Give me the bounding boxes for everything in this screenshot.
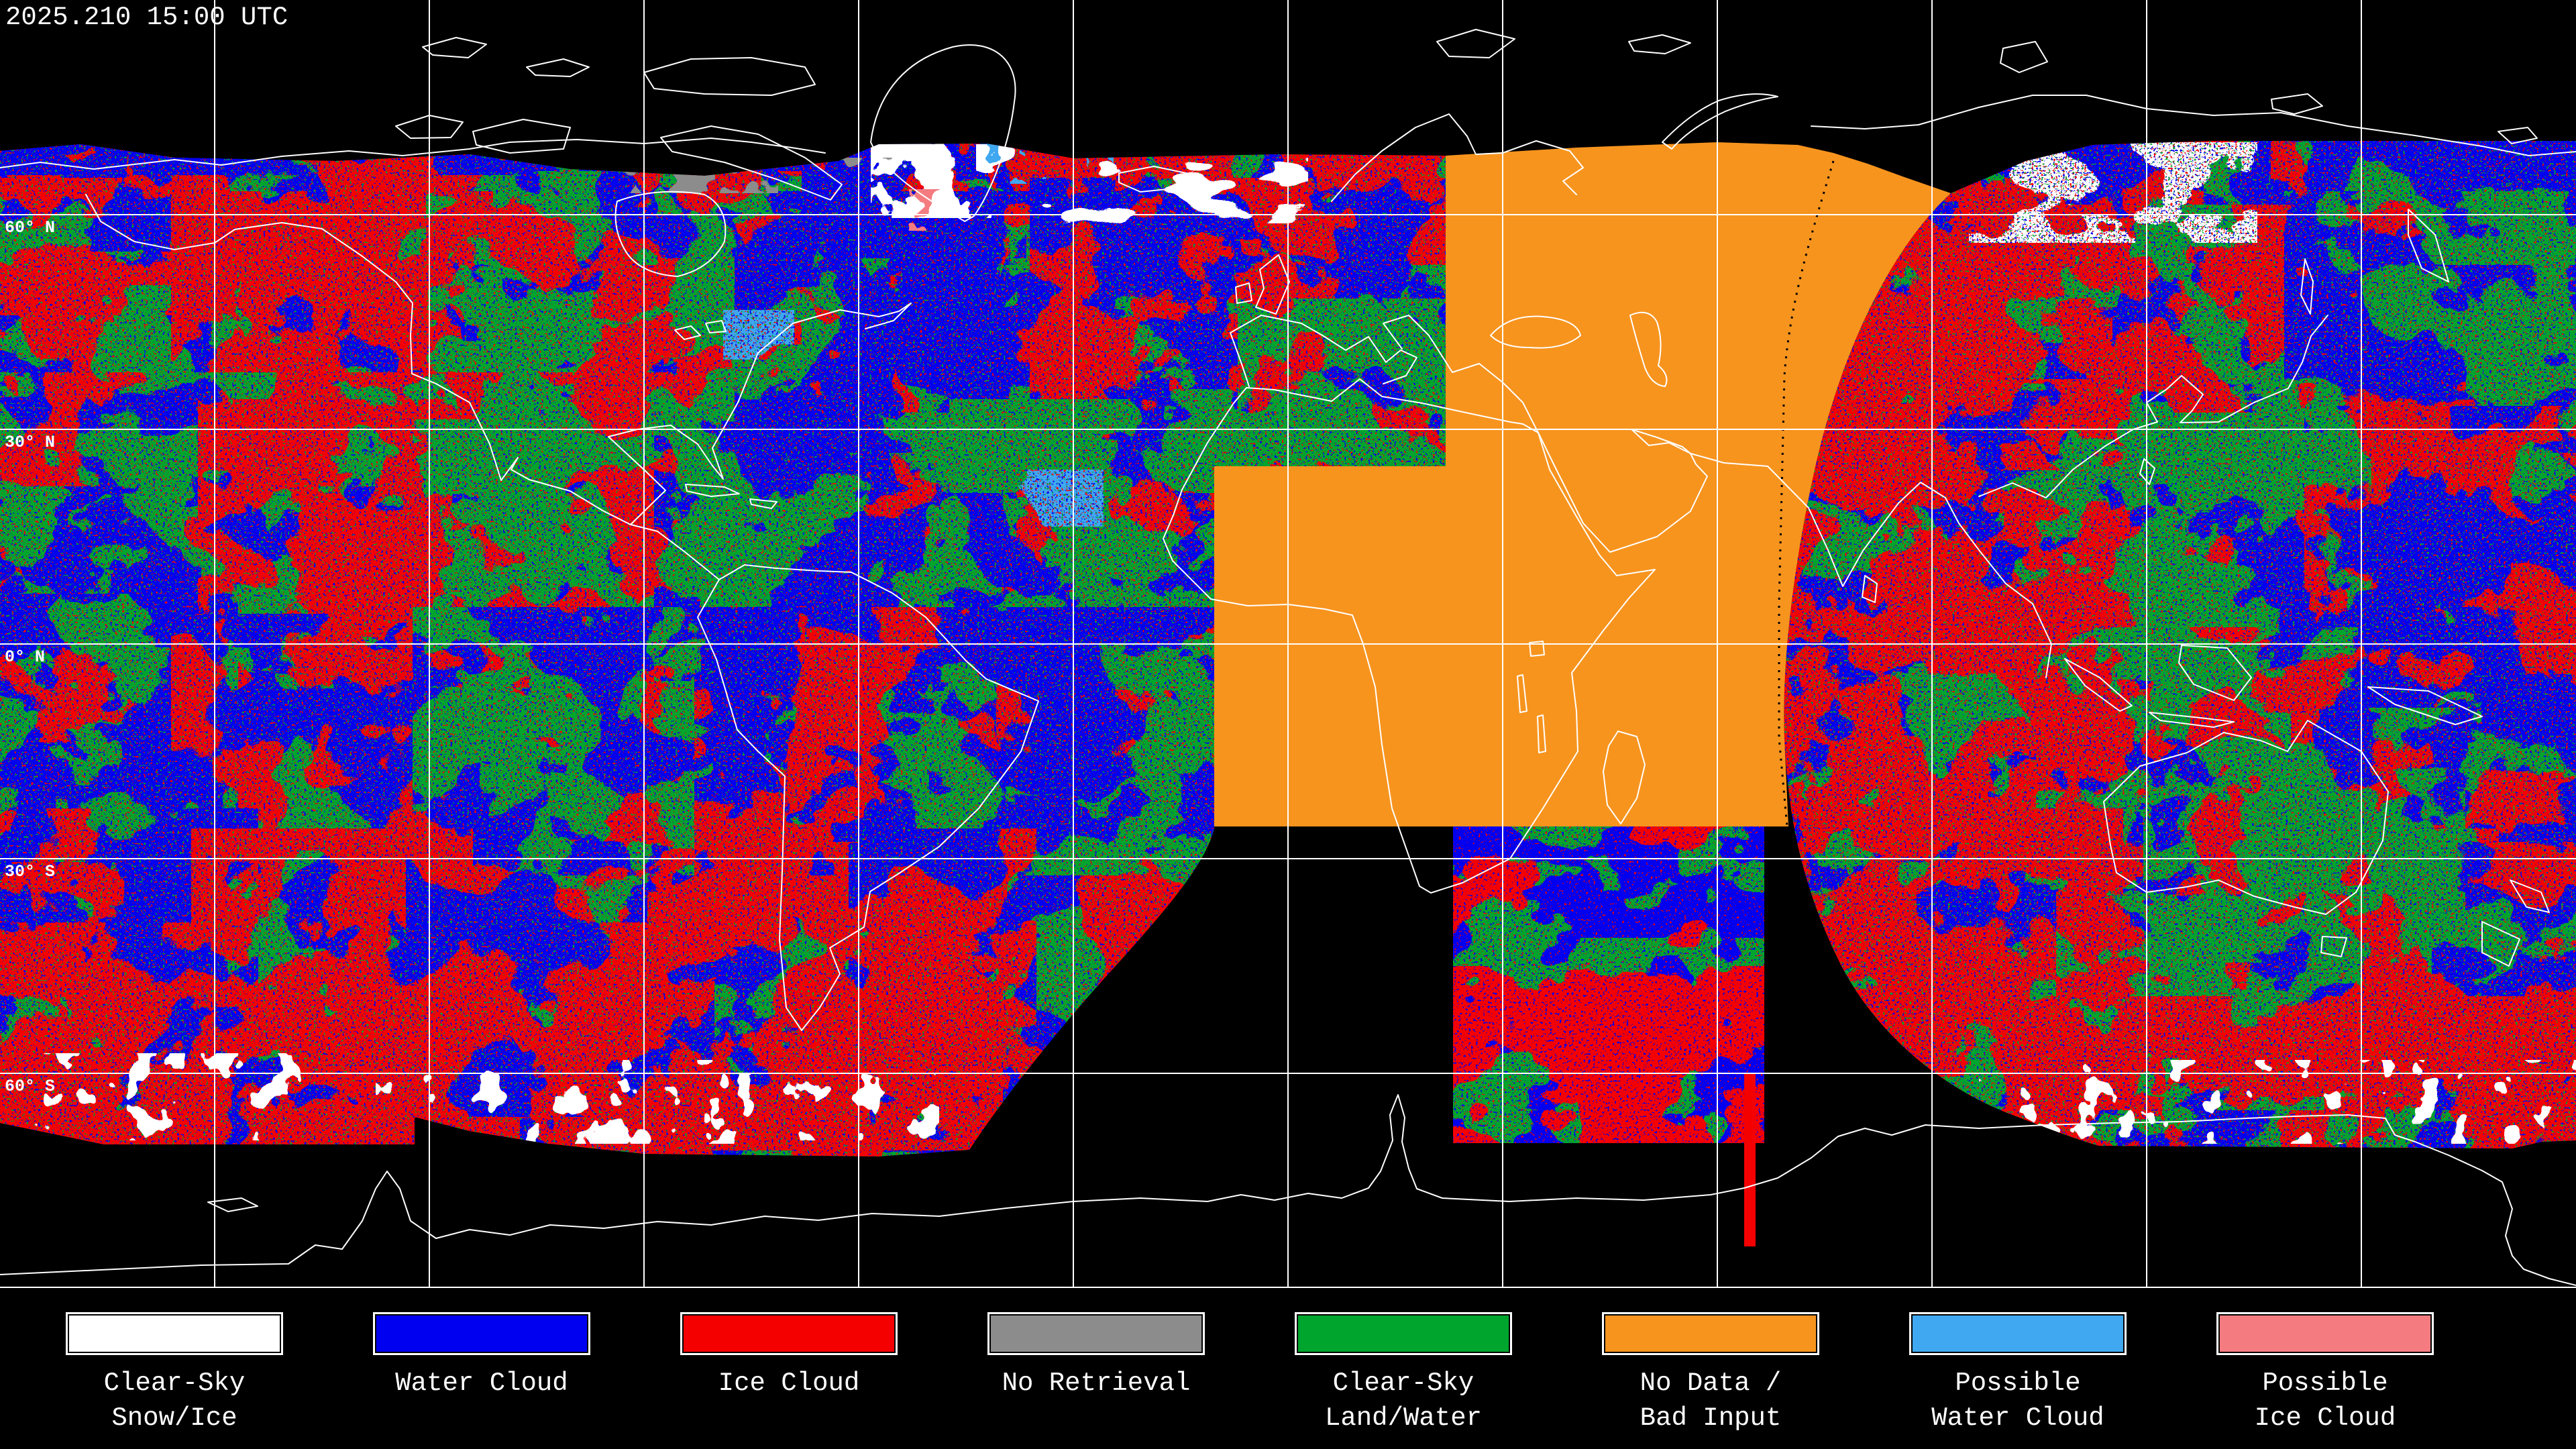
svg-text:Ice Cloud: Ice Cloud (2255, 1403, 2396, 1433)
svg-text:Possible: Possible (2262, 1368, 2387, 1398)
svg-text:Clear-Sky: Clear-Sky (104, 1368, 246, 1398)
svg-text:30° N: 30° N (5, 433, 55, 452)
svg-text:Water Cloud: Water Cloud (395, 1368, 568, 1398)
svg-text:60° S: 60° S (5, 1077, 55, 1096)
svg-text:No Retrieval: No Retrieval (1002, 1368, 1191, 1398)
svg-text:Ice Cloud: Ice Cloud (718, 1368, 860, 1398)
svg-text:No Data /: No Data / (1640, 1368, 1782, 1398)
svg-text:Clear-Sky: Clear-Sky (1333, 1368, 1474, 1398)
svg-text:60° N: 60° N (5, 218, 55, 237)
svg-text:Land/Water: Land/Water (1325, 1403, 1482, 1433)
svg-text:Possible: Possible (1955, 1368, 2080, 1398)
svg-text:Snow/Ice: Snow/Ice (111, 1403, 237, 1433)
svg-text:Water Cloud: Water Cloud (1931, 1403, 2104, 1433)
svg-text:2025.210 15:00 UTC: 2025.210 15:00 UTC (5, 3, 288, 32)
svg-text:Bad Input: Bad Input (1640, 1403, 1782, 1433)
svg-text:30° S: 30° S (5, 862, 55, 881)
svg-text:0° N: 0° N (5, 647, 45, 667)
